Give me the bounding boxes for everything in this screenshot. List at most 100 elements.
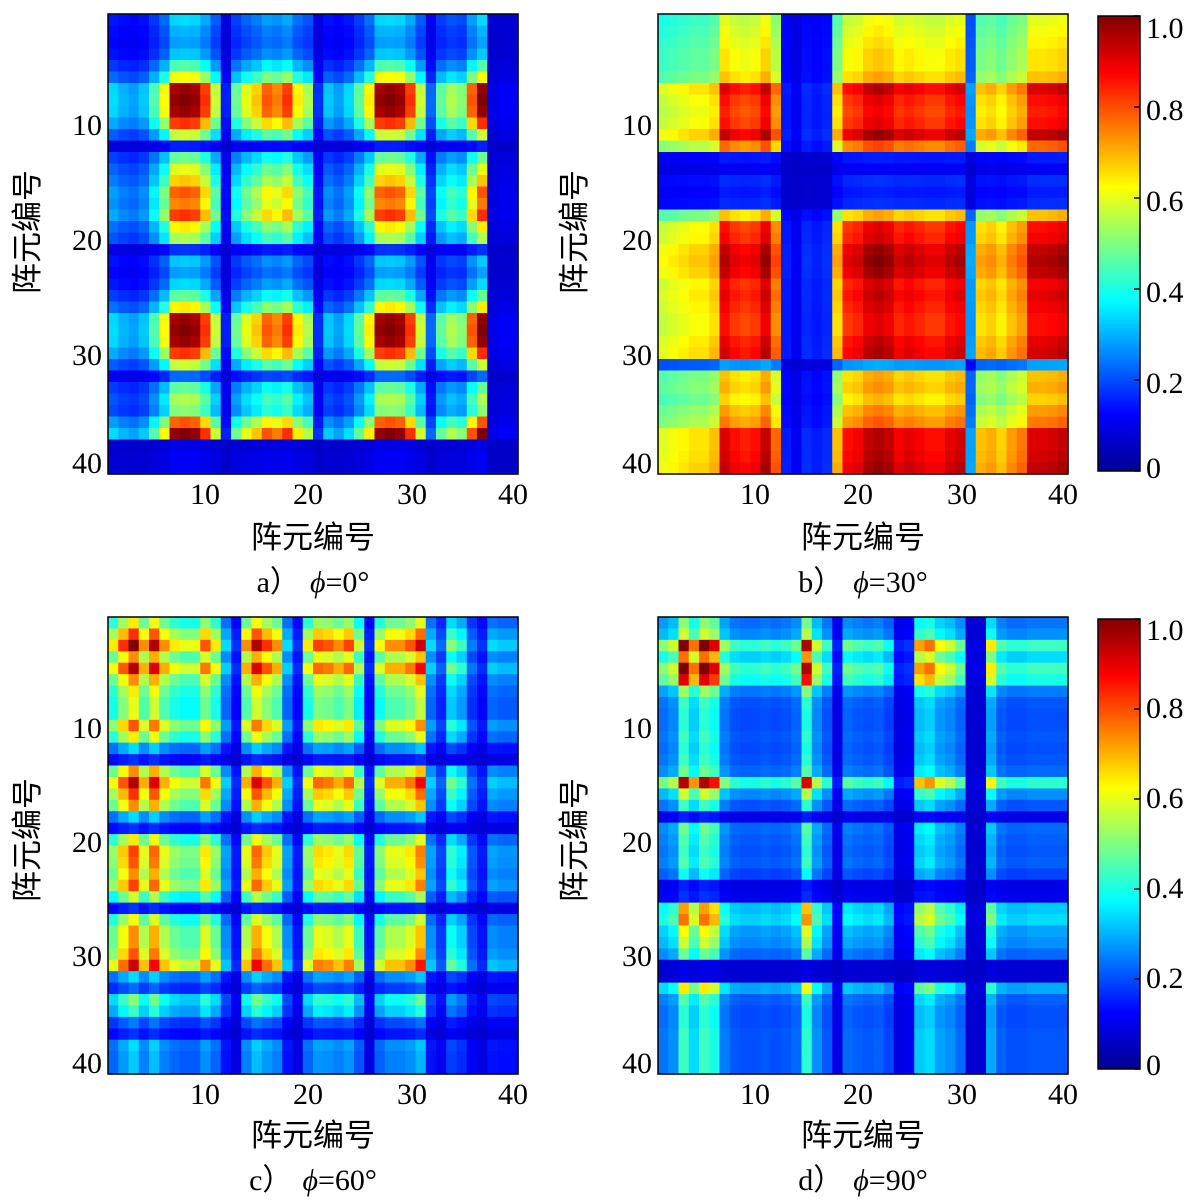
heatmap-cell <box>719 152 731 165</box>
heatmap-cell <box>333 639 345 652</box>
heatmap-cell <box>699 313 710 326</box>
heatmap-cell <box>169 822 181 835</box>
heatmap-cell <box>904 617 915 630</box>
heatmap-cell <box>395 994 406 1007</box>
heatmap-cell <box>996 428 1008 441</box>
heatmap-cell <box>507 301 519 314</box>
heatmap-cell <box>149 60 160 73</box>
heatmap-cell <box>477 117 488 130</box>
heatmap-cell <box>740 221 751 234</box>
heatmap-cell <box>668 462 680 475</box>
heatmap-cell <box>446 754 458 767</box>
heatmap-cell <box>893 278 905 291</box>
heatmap-cell <box>1016 462 1028 475</box>
heatmap-cell <box>699 301 710 314</box>
heatmap-cell <box>302 1062 314 1075</box>
heatmap-cell <box>292 175 304 188</box>
heatmap-cell <box>740 25 751 38</box>
heatmap-cell <box>811 244 823 257</box>
heatmap-cell <box>364 1051 376 1064</box>
heatmap-cell <box>863 244 874 257</box>
heatmap-cell <box>678 94 690 107</box>
heatmap-cell <box>118 347 130 360</box>
heatmap-cell <box>220 948 232 961</box>
heatmap-cell <box>740 186 751 199</box>
heatmap-cell <box>883 359 895 372</box>
heatmap-cell <box>333 948 345 961</box>
heatmap-cell <box>945 267 956 280</box>
heatmap-cell <box>436 891 447 904</box>
heatmap-cell <box>842 324 854 337</box>
heatmap-cell <box>241 106 253 119</box>
heatmap-cell <box>231 628 242 641</box>
heatmap-cell <box>842 359 854 372</box>
heatmap-cell <box>497 94 509 107</box>
heatmap-cell <box>668 370 680 383</box>
x-tick-label: 40 <box>1048 478 1078 511</box>
heatmap-cell <box>282 221 294 234</box>
heatmap-cell <box>210 462 222 475</box>
heatmap-cell <box>446 416 458 429</box>
heatmap-cell <box>466 662 478 675</box>
heatmap-cell <box>159 776 171 789</box>
heatmap-cell <box>1037 267 1049 280</box>
heatmap-cell <box>965 255 977 268</box>
heatmap-cell <box>1006 244 1018 257</box>
heatmap-cell <box>261 175 273 188</box>
heatmap-cell <box>852 359 864 372</box>
heatmap-cell <box>343 1005 355 1018</box>
heatmap-cell <box>934 106 946 119</box>
heatmap-cell <box>333 94 345 107</box>
heatmap-cell <box>292 60 304 73</box>
heatmap-cell <box>709 232 721 245</box>
heatmap-cell <box>272 742 283 755</box>
heatmap-cell <box>415 60 427 73</box>
heatmap-cell <box>200 1028 212 1041</box>
heatmap-cell <box>466 14 478 27</box>
heatmap-cell <box>210 662 222 675</box>
heatmap-cell <box>364 891 376 904</box>
heatmap-cell <box>456 393 468 406</box>
plot-frame-b <box>657 13 1069 475</box>
heatmap-cell <box>159 175 171 188</box>
heatmap-cell <box>302 60 314 73</box>
heatmap-cell <box>446 48 458 61</box>
heatmap-cell <box>251 336 263 349</box>
heatmap-cell <box>282 776 294 789</box>
heatmap-cell <box>272 731 283 744</box>
heatmap-cell <box>364 129 376 142</box>
heatmap-cell <box>364 416 376 429</box>
heatmap-cell <box>477 674 488 687</box>
heatmap-cell <box>128 267 140 280</box>
heatmap-cell <box>740 83 751 96</box>
heatmap-cell <box>118 462 130 475</box>
heatmap-cell <box>272 1051 283 1064</box>
heatmap-cell <box>302 674 314 687</box>
heatmap-cell <box>477 776 488 789</box>
heatmap-cell <box>436 48 447 61</box>
heatmap-cell <box>231 799 242 812</box>
heatmap-cell <box>354 971 365 984</box>
heatmap-cell <box>343 267 355 280</box>
heatmap-cell <box>934 60 946 73</box>
heatmap-cell <box>313 60 324 73</box>
heatmap-cell <box>169 868 181 881</box>
heatmap-cell <box>343 71 355 84</box>
heatmap-cell <box>313 936 324 949</box>
heatmap-cell <box>883 462 895 475</box>
heatmap-cell <box>873 117 885 130</box>
heatmap-cell <box>415 685 427 698</box>
heatmap-cell <box>750 198 762 211</box>
heatmap-cell <box>811 617 823 630</box>
heatmap-cell <box>852 163 864 176</box>
heatmap-cell <box>241 925 253 938</box>
heatmap-cell <box>750 462 762 475</box>
heatmap-cell <box>477 1062 488 1075</box>
heatmap-cell <box>302 244 314 257</box>
heatmap-cell <box>709 347 721 360</box>
heatmap-cell <box>231 1005 242 1018</box>
heatmap-cell <box>924 313 936 326</box>
heatmap-cell <box>302 731 314 744</box>
heatmap-cell <box>1006 290 1018 303</box>
heatmap-cell <box>108 685 119 698</box>
